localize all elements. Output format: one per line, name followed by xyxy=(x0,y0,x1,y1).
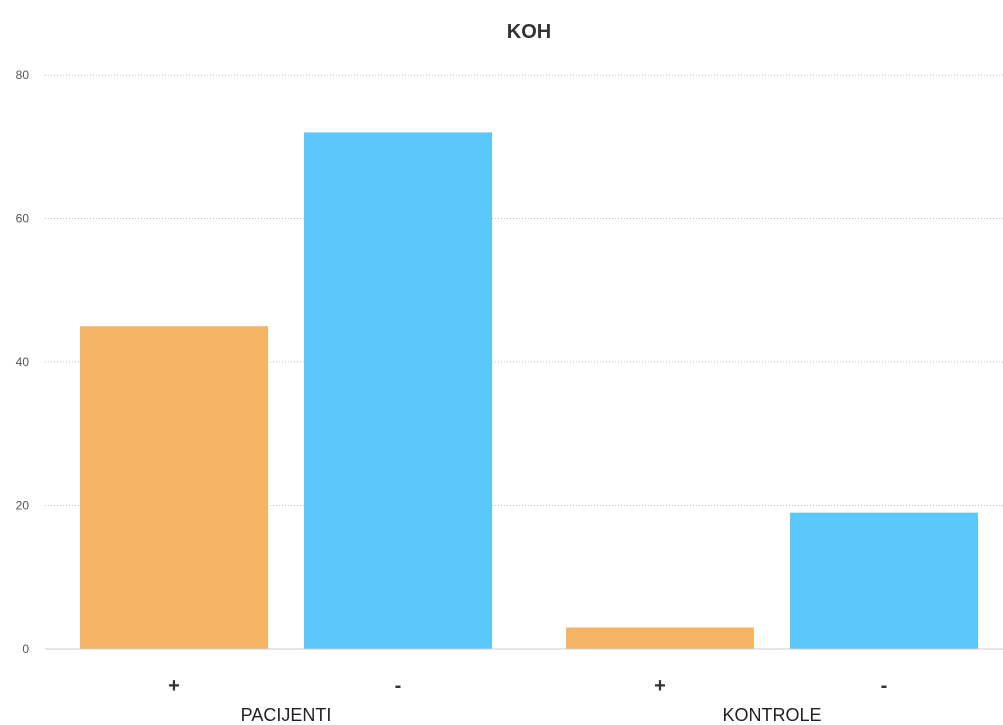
bar xyxy=(304,132,492,649)
y-axis-tick-labels: 0 20 40 60 80 xyxy=(16,68,30,656)
bar xyxy=(80,326,268,649)
y-tick-label: 60 xyxy=(16,212,30,226)
bar-category-label: + xyxy=(168,675,180,697)
y-tick-label: 40 xyxy=(16,355,30,369)
group-labels: PACIJENTI KONTROLE xyxy=(241,705,822,725)
bar-category-label: + xyxy=(654,675,666,697)
group-label: PACIJENTI xyxy=(241,705,332,725)
bar xyxy=(566,627,754,649)
bar xyxy=(790,512,978,649)
bar-labels: + - + - xyxy=(168,675,887,697)
group-label: KONTROLE xyxy=(722,705,821,725)
bar-category-label: - xyxy=(395,675,402,697)
y-tick-label: 0 xyxy=(22,642,29,656)
y-tick-label: 20 xyxy=(16,499,30,513)
bars xyxy=(80,132,978,649)
y-tick-label: 80 xyxy=(16,68,30,82)
chart-title: KOH xyxy=(507,21,551,43)
bar-category-label: - xyxy=(881,675,888,697)
